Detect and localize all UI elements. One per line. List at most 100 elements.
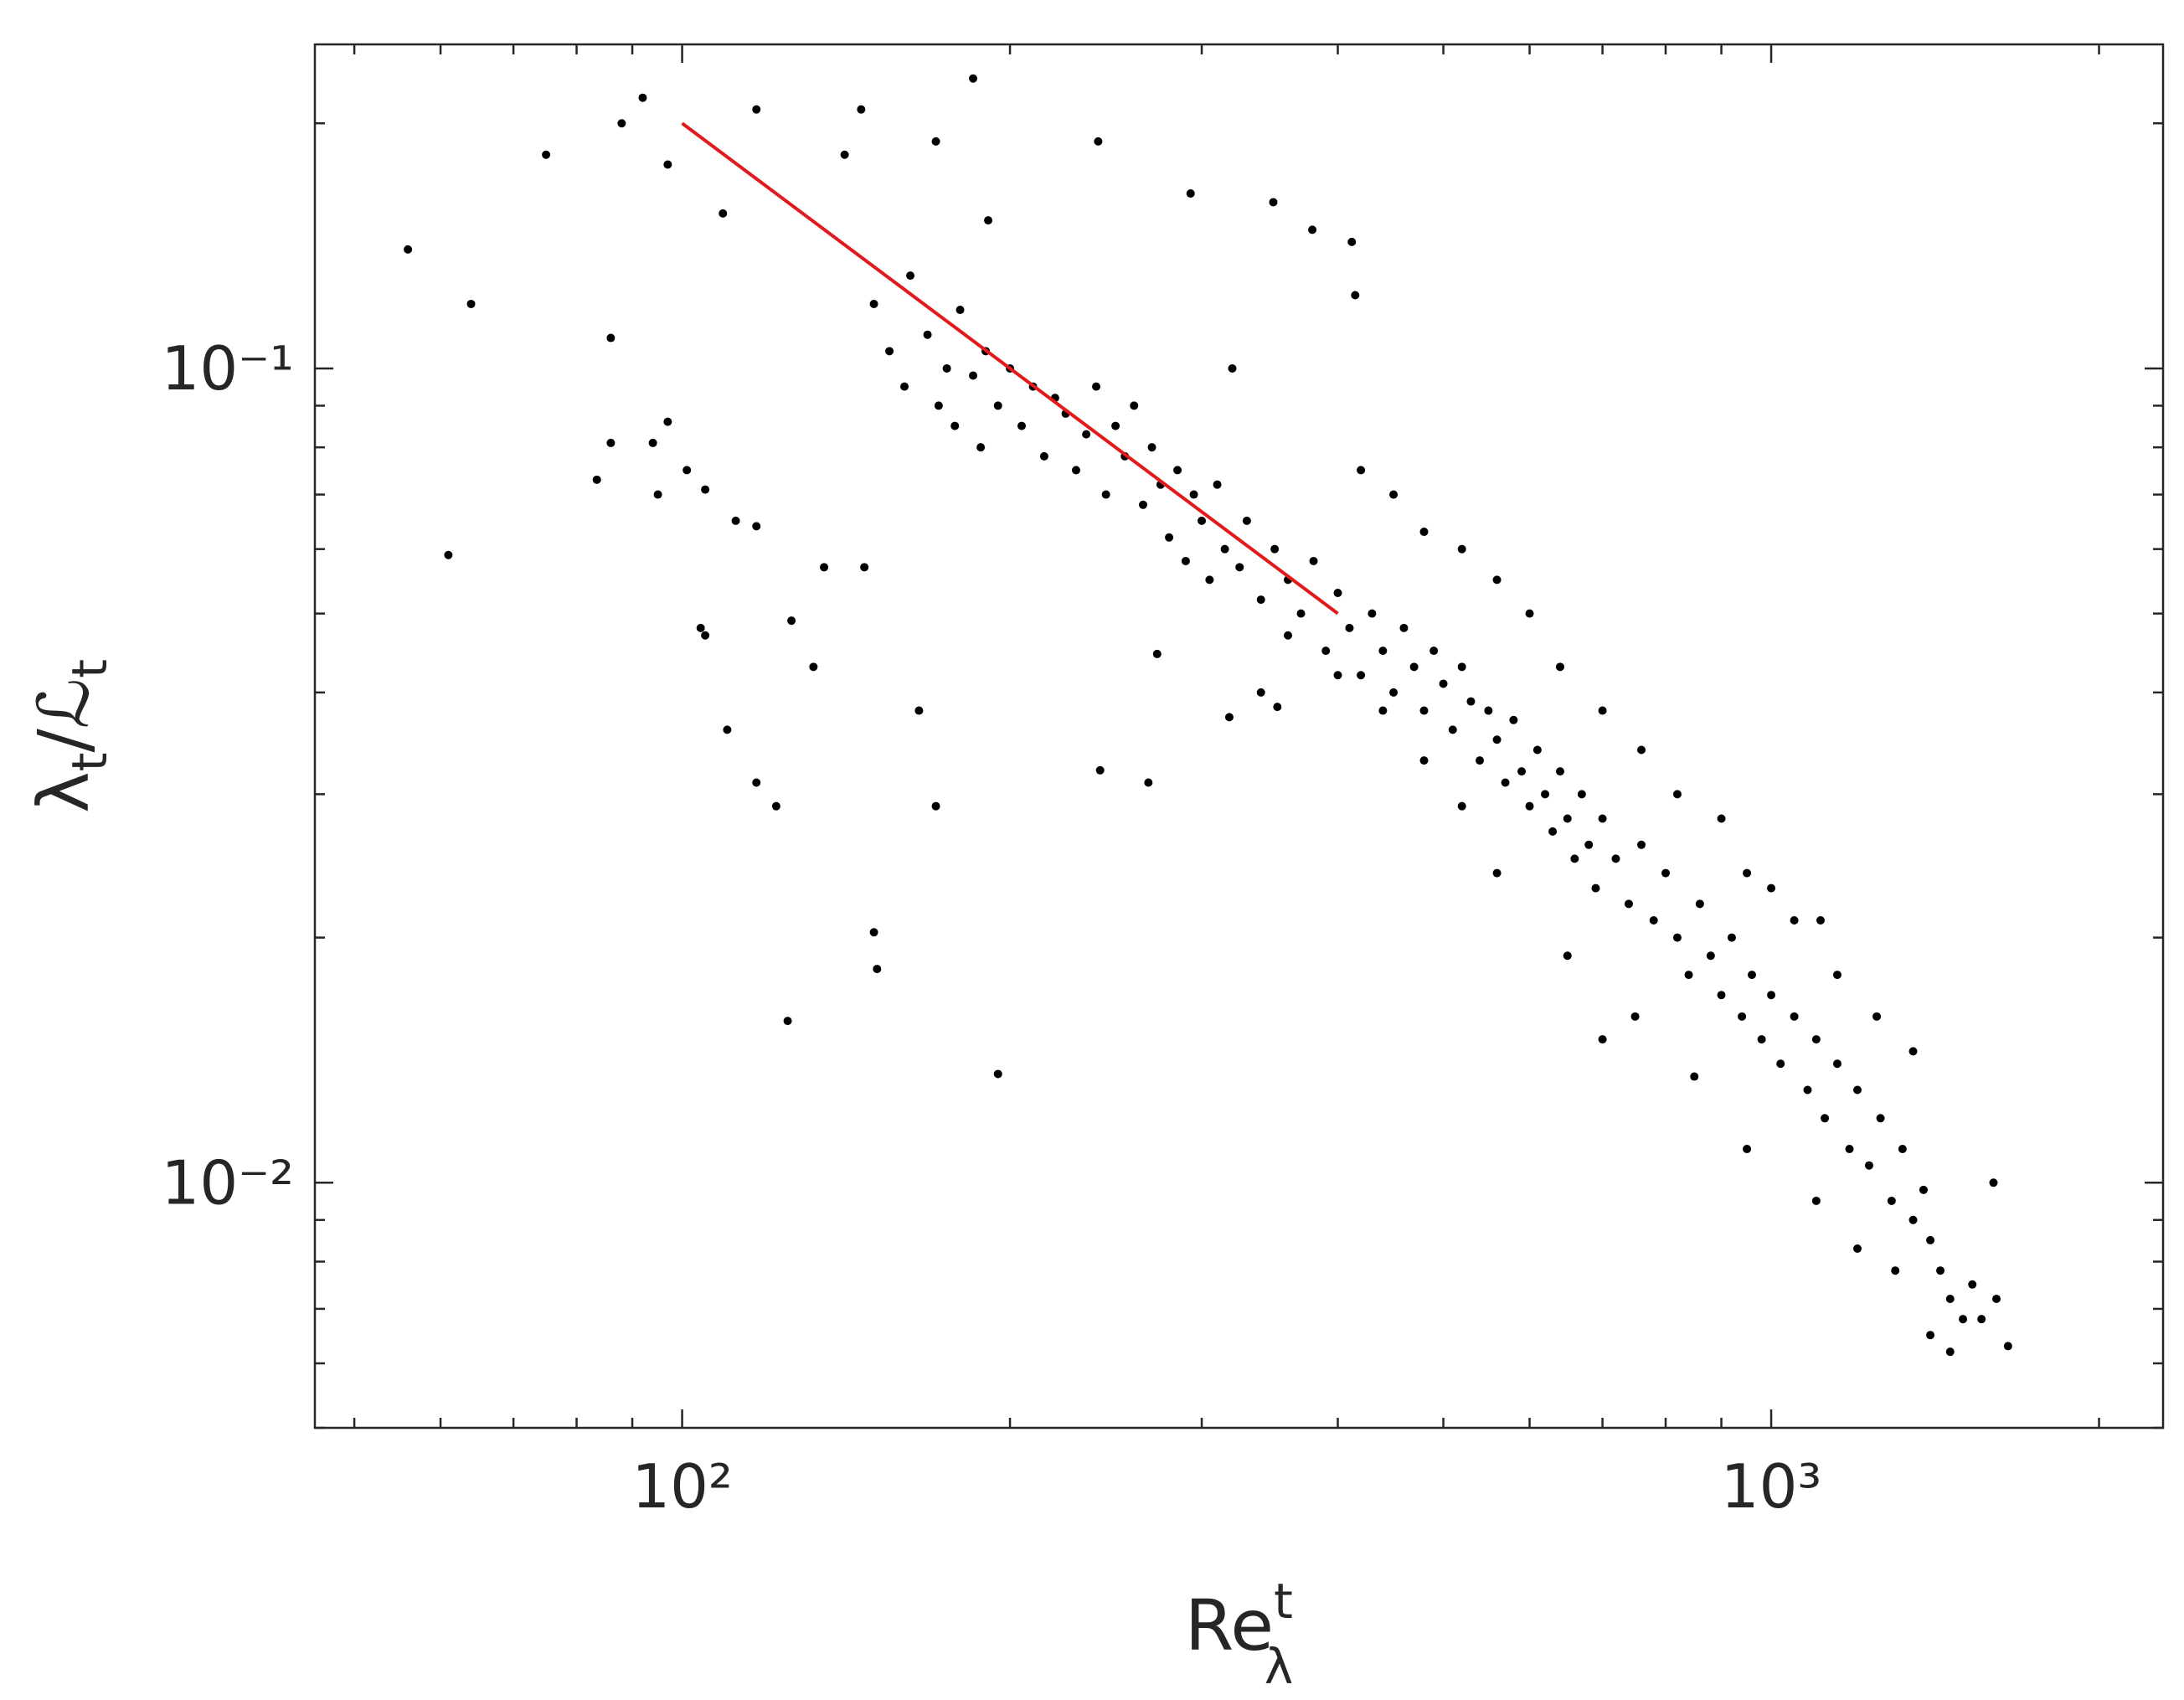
scatter-point xyxy=(1577,790,1586,799)
scatter-point xyxy=(1457,801,1466,811)
scatter-point xyxy=(1189,490,1198,499)
scatter-point xyxy=(860,563,869,572)
scatter-point xyxy=(942,363,951,373)
scatter-point xyxy=(1095,765,1105,775)
scatter-point xyxy=(1845,1145,1854,1154)
scatter-point xyxy=(638,93,647,102)
scatter-point xyxy=(1409,662,1419,672)
scatter-point xyxy=(752,522,761,531)
scatter-point xyxy=(1832,971,1841,980)
scatter-point xyxy=(1308,225,1317,234)
scatter-point xyxy=(1270,544,1280,554)
scatter-point xyxy=(1466,697,1476,706)
scatter-point xyxy=(682,466,692,475)
scatter-point xyxy=(1570,854,1579,863)
scatter-point xyxy=(1811,1035,1821,1044)
scatter-point xyxy=(2003,1342,2012,1351)
y-label-sub: t xyxy=(61,753,118,772)
scatter-point xyxy=(1977,1315,1986,1324)
scatter-point xyxy=(1333,671,1342,680)
scatter-point xyxy=(1598,814,1607,823)
scatter-point xyxy=(606,333,616,343)
scatter-point xyxy=(1548,827,1558,836)
scatter-point xyxy=(1717,991,1726,1000)
scatter-point xyxy=(1256,595,1265,605)
scatter-point xyxy=(1256,688,1265,697)
scatter-point xyxy=(931,801,940,811)
scatter-point xyxy=(1908,1215,1918,1224)
scatter-point xyxy=(653,490,662,499)
scatter-point xyxy=(1591,883,1600,893)
scatter-point xyxy=(1853,1085,1862,1095)
x-tick-label: 10² xyxy=(631,1451,732,1522)
scatter-point xyxy=(1457,662,1466,672)
scatter-point xyxy=(1144,778,1153,787)
scatter-point xyxy=(1429,647,1439,656)
scatter-point xyxy=(1235,563,1244,572)
scatter-point xyxy=(1598,1035,1607,1044)
scatter-point xyxy=(1333,589,1342,598)
scatter-point xyxy=(1147,443,1156,452)
scatter-point xyxy=(923,330,932,339)
scatter-point xyxy=(1908,1047,1918,1056)
scatter-point xyxy=(1492,575,1502,585)
scatter-point xyxy=(1071,466,1080,475)
scatter-point xyxy=(1887,1196,1896,1205)
scatter-point xyxy=(1476,756,1485,765)
scatter-point xyxy=(1273,703,1282,712)
scatter-point xyxy=(1220,544,1229,554)
scatter-point xyxy=(1224,713,1234,722)
scatter-point xyxy=(1173,466,1182,475)
scatter-point xyxy=(617,119,626,128)
scatter-point xyxy=(1457,544,1466,554)
y-label-sub: t xyxy=(61,659,118,678)
scatter-point xyxy=(719,209,728,218)
scatter-point xyxy=(1357,671,1366,680)
scatter-point xyxy=(993,401,1002,410)
scatter-point xyxy=(466,299,476,308)
scatter-point xyxy=(1936,1266,1945,1275)
scatter-point xyxy=(606,438,616,447)
scatter-point xyxy=(752,778,761,787)
scatter-point xyxy=(701,485,710,494)
scatter-point xyxy=(976,443,986,452)
scatter-point xyxy=(1945,1295,1955,1304)
scatter-point xyxy=(1378,706,1388,715)
x-tick-label: 10³ xyxy=(1721,1451,1821,1522)
scatter-point xyxy=(1968,1280,1977,1289)
scatter-point xyxy=(1517,767,1527,776)
scatter-point xyxy=(873,965,882,974)
scatter-point xyxy=(1743,868,1752,878)
scatter-point xyxy=(1661,868,1671,878)
scatter-point xyxy=(1296,609,1306,618)
scatter-point xyxy=(1776,1059,1785,1069)
scatter-point xyxy=(752,105,761,114)
scatter-point xyxy=(984,216,993,225)
scatter-point xyxy=(731,516,740,525)
scatter-point xyxy=(1541,790,1550,799)
scatter-point xyxy=(1419,528,1429,537)
scatter-point xyxy=(969,371,978,380)
scatter-point xyxy=(1399,623,1409,632)
scatter-point xyxy=(1872,1012,1882,1021)
scatter-point xyxy=(1389,688,1398,697)
x-axis-label: Ret λ xyxy=(1185,1573,1293,1695)
scatter-point xyxy=(1919,1185,1928,1194)
scatter-point xyxy=(1821,1114,1830,1123)
scatter-point xyxy=(906,271,915,281)
scatter-point xyxy=(723,725,732,734)
scatter-point xyxy=(1484,706,1493,715)
scatter-point xyxy=(1205,575,1214,585)
scatter-point xyxy=(1706,951,1715,961)
scatter-point xyxy=(1672,933,1682,942)
scatter-point xyxy=(1684,971,1693,980)
scatter-point xyxy=(1198,516,1207,525)
scatter-point xyxy=(1672,790,1682,799)
scatter-point xyxy=(1228,363,1237,373)
scatter-point xyxy=(701,631,710,640)
scatter-point xyxy=(1321,647,1331,656)
scatter-point xyxy=(648,438,657,447)
scatter-point xyxy=(914,706,924,715)
scatter-point xyxy=(809,662,818,672)
